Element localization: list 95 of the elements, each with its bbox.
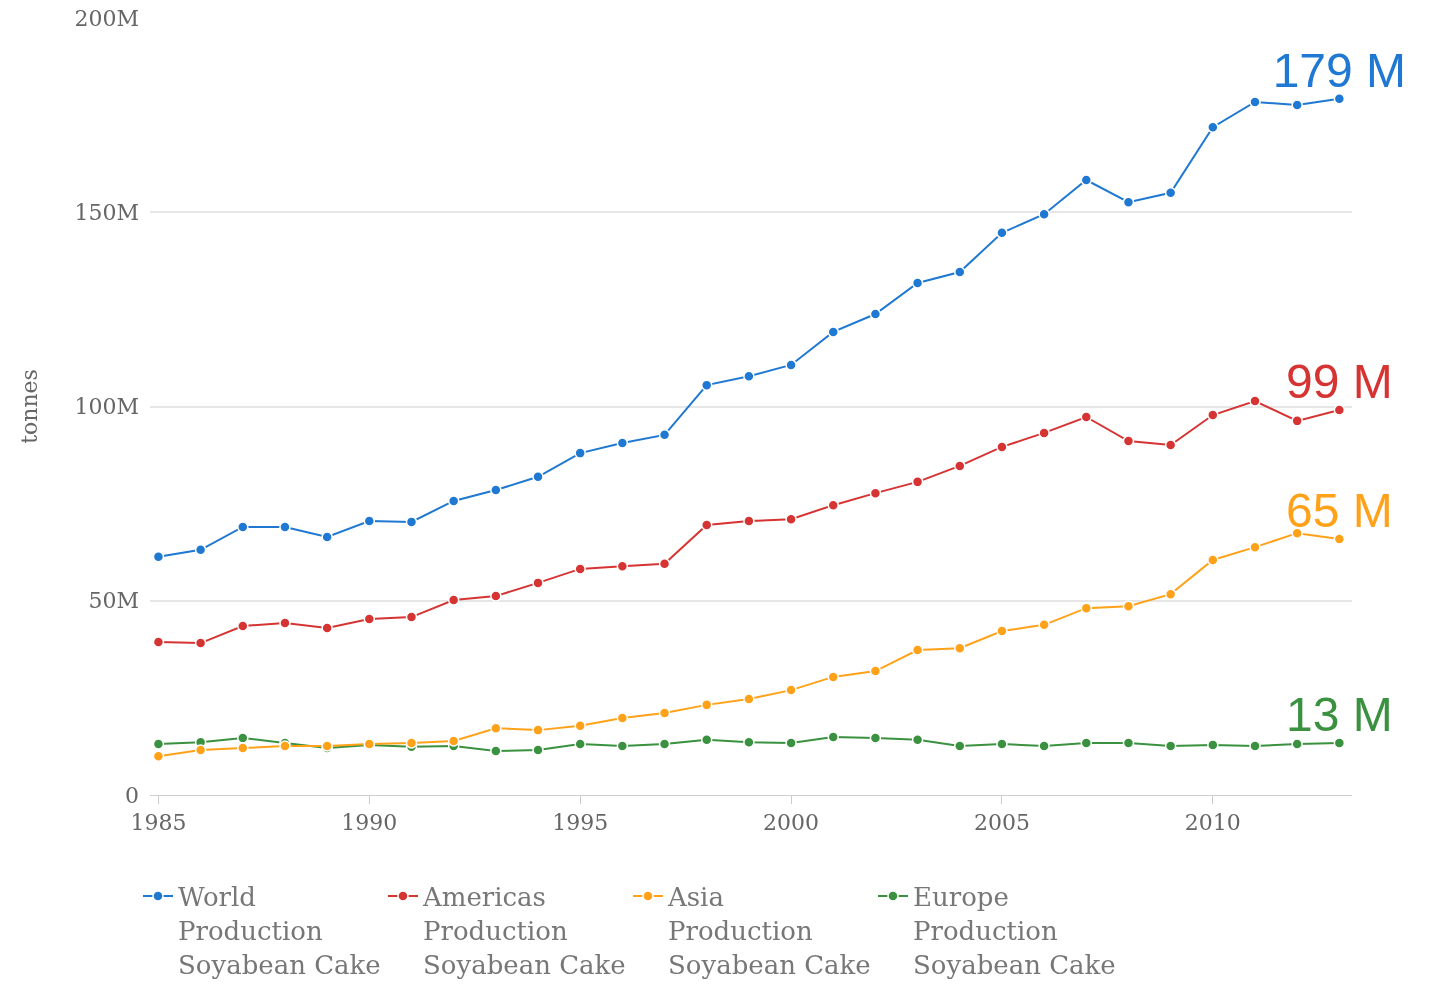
point (532, 577, 544, 589)
point (1038, 427, 1050, 439)
point (827, 326, 839, 338)
point (237, 620, 249, 632)
point (574, 563, 586, 575)
legend-label: Americas Production Soyabean Cake (421, 882, 626, 980)
point (869, 732, 882, 744)
annotation: 99 M (1285, 355, 1393, 408)
point (616, 712, 629, 724)
point (911, 644, 924, 656)
y-tick-label: 200M (74, 5, 139, 31)
point (1291, 527, 1303, 539)
point (574, 447, 586, 459)
point (1080, 174, 1093, 186)
point (1207, 409, 1219, 421)
point (532, 724, 544, 736)
x-tick-label: 2000 (763, 810, 820, 836)
point (237, 742, 249, 754)
point (1080, 737, 1093, 749)
point (869, 308, 882, 320)
point (1122, 737, 1135, 749)
x-tick-label: 2010 (1184, 810, 1241, 836)
point (279, 521, 291, 533)
point (954, 266, 966, 278)
point (827, 671, 839, 683)
point (363, 613, 376, 625)
point (827, 731, 839, 743)
point (1333, 404, 1346, 416)
annotation: 65 M (1285, 483, 1393, 537)
point (1164, 439, 1177, 451)
point (194, 637, 207, 649)
point (574, 738, 586, 750)
point (447, 594, 460, 606)
point (785, 737, 797, 749)
point (658, 707, 671, 719)
legend-label: Asia Production Soyabean Cake (666, 882, 871, 980)
point (447, 735, 460, 747)
point (1038, 740, 1050, 752)
point (490, 484, 502, 496)
y-tick-label: 50M (88, 588, 139, 614)
point (996, 625, 1008, 637)
x-tick-label: 1990 (341, 810, 398, 836)
point (1249, 395, 1261, 407)
annotation: 179 M (1272, 43, 1407, 97)
point (1207, 739, 1219, 751)
point (1122, 600, 1135, 612)
point (954, 460, 966, 472)
point (1164, 740, 1177, 752)
point (996, 441, 1008, 453)
point (1207, 554, 1219, 566)
x-tick-label: 2005 (973, 810, 1030, 836)
point (658, 738, 671, 750)
point (490, 745, 502, 757)
point (996, 227, 1008, 239)
point (996, 738, 1008, 750)
point (405, 611, 418, 623)
point (1291, 99, 1303, 111)
y-axis-title: tonnes (17, 369, 43, 444)
point (1122, 435, 1135, 447)
legend-label: World Production Soyabean Cake (177, 882, 381, 980)
point (743, 370, 755, 382)
y-tick-label: 0 (125, 782, 139, 808)
x-tick-label: 1985 (130, 810, 187, 836)
x-tick-label: 1995 (552, 810, 609, 836)
point (363, 515, 376, 527)
point (743, 515, 755, 527)
point (490, 590, 502, 602)
point (785, 684, 797, 696)
point (405, 737, 418, 749)
point (321, 531, 333, 543)
point (954, 740, 966, 752)
point (321, 622, 333, 634)
point (1291, 738, 1303, 750)
point (279, 617, 291, 629)
point (447, 495, 460, 507)
point (1080, 411, 1093, 423)
y-tick-label: 150M (74, 199, 139, 225)
point (743, 693, 755, 705)
point (616, 740, 629, 752)
point (1249, 740, 1261, 752)
legend-label: Europe Production Soyabean Cake (912, 882, 1116, 980)
point (1249, 96, 1261, 108)
point (616, 437, 629, 449)
annotation: 13 M (1285, 687, 1393, 741)
point (911, 277, 924, 289)
y-tick-label: 100M (74, 394, 139, 420)
point (194, 744, 207, 756)
point (237, 521, 249, 533)
point (405, 516, 418, 528)
point (869, 665, 882, 677)
point (1249, 541, 1261, 553)
point (237, 732, 249, 744)
point (532, 744, 544, 756)
point (1164, 588, 1177, 600)
point (785, 359, 797, 371)
